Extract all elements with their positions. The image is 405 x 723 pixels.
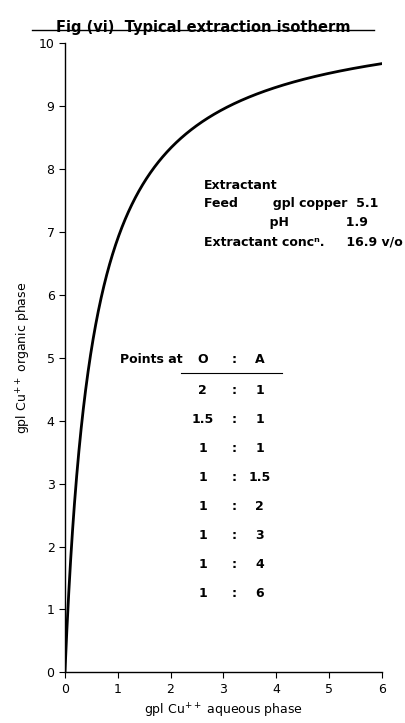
Text: 1: 1 (255, 414, 263, 427)
Text: 2: 2 (255, 500, 263, 513)
Text: 1: 1 (198, 471, 207, 484)
Text: 6: 6 (255, 587, 263, 600)
Text: Feed        gpl copper  5.1: Feed gpl copper 5.1 (204, 197, 378, 210)
Text: 1: 1 (198, 558, 207, 571)
Text: pH             1.9: pH 1.9 (204, 216, 367, 229)
Text: :: : (231, 385, 236, 398)
Text: Extractant concⁿ.     16.9 v/o: Extractant concⁿ. 16.9 v/o (204, 235, 402, 248)
Text: :: : (231, 558, 236, 571)
Text: :: : (231, 500, 236, 513)
X-axis label: gpl Cu$^{++}$ aqueous phase: gpl Cu$^{++}$ aqueous phase (143, 701, 302, 719)
Y-axis label: gpl Cu$^{++}$ organic phase: gpl Cu$^{++}$ organic phase (15, 282, 33, 434)
Text: Fig (vi)  Typical extraction isotherm: Fig (vi) Typical extraction isotherm (55, 20, 350, 35)
Text: 1: 1 (255, 385, 263, 398)
Text: 1: 1 (198, 587, 207, 600)
Text: 1: 1 (198, 529, 207, 542)
Text: Extractant: Extractant (204, 179, 277, 192)
Text: :: : (231, 353, 236, 366)
Text: O: O (197, 353, 207, 366)
Text: Points at: Points at (120, 353, 183, 366)
Text: :: : (231, 442, 236, 455)
Text: 1.5: 1.5 (191, 414, 213, 427)
Text: 1: 1 (198, 442, 207, 455)
Text: :: : (231, 414, 236, 427)
Text: A: A (254, 353, 264, 366)
Text: :: : (231, 471, 236, 484)
Text: 1: 1 (255, 442, 263, 455)
Text: 3: 3 (255, 529, 263, 542)
Text: 1: 1 (198, 500, 207, 513)
Text: :: : (231, 587, 236, 600)
Text: 1.5: 1.5 (248, 471, 270, 484)
Text: :: : (231, 529, 236, 542)
Text: 4: 4 (255, 558, 263, 571)
Text: 2: 2 (198, 385, 207, 398)
